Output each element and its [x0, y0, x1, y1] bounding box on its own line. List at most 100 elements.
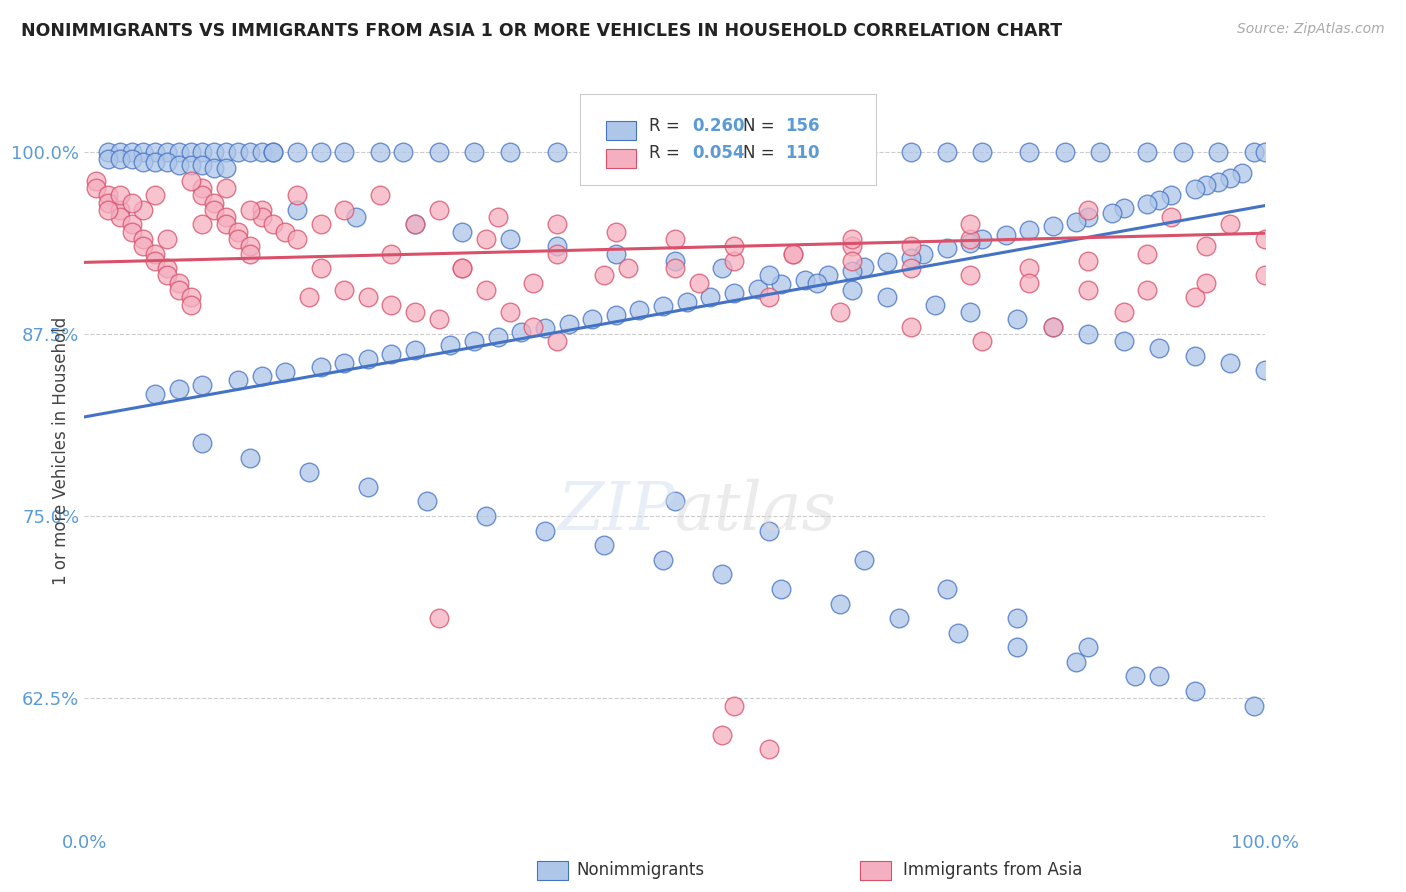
Point [876, 290, 898, 304]
Point [1184, 684, 1206, 698]
Point [841, 239, 863, 253]
Point [1184, 349, 1206, 363]
Point [226, 374, 249, 388]
Y-axis label: 1 or more Vehicles in Household: 1 or more Vehicles in Household [52, 317, 70, 584]
Point [1077, 210, 1099, 224]
Point [1136, 246, 1159, 260]
Point [143, 154, 166, 169]
Point [546, 145, 568, 159]
Point [108, 188, 131, 202]
Point [782, 246, 804, 260]
Point [344, 210, 367, 224]
Point [357, 351, 380, 366]
Point [1147, 193, 1170, 207]
Point [1136, 197, 1159, 211]
Point [143, 253, 166, 268]
Point [202, 161, 225, 175]
Point [1066, 655, 1088, 669]
Point [215, 181, 238, 195]
Text: N =: N = [744, 145, 780, 162]
Point [167, 276, 190, 290]
Point [546, 239, 568, 253]
Point [711, 728, 734, 742]
Point [191, 218, 214, 232]
Point [191, 377, 214, 392]
Point [652, 553, 675, 567]
Point [498, 232, 520, 246]
Point [333, 356, 356, 370]
Point [167, 158, 190, 172]
Point [1042, 319, 1064, 334]
Point [830, 597, 852, 611]
Point [121, 218, 143, 232]
Point [250, 202, 273, 217]
Text: 110: 110 [785, 145, 820, 162]
Point [1077, 326, 1099, 341]
FancyBboxPatch shape [606, 121, 636, 140]
Point [1018, 261, 1040, 276]
Point [427, 145, 450, 159]
Point [167, 382, 190, 396]
Point [226, 232, 249, 246]
Point [357, 290, 380, 304]
FancyBboxPatch shape [606, 149, 636, 168]
Point [156, 268, 179, 283]
Point [239, 246, 262, 260]
Point [298, 290, 321, 304]
Point [475, 283, 498, 297]
Point [593, 268, 616, 283]
Point [250, 210, 273, 224]
Point [605, 225, 627, 239]
Point [1101, 206, 1123, 220]
Point [108, 145, 131, 159]
Point [180, 174, 202, 188]
Point [900, 239, 922, 253]
Point [1219, 218, 1241, 232]
FancyBboxPatch shape [581, 95, 876, 186]
Point [143, 145, 166, 159]
Point [758, 290, 780, 304]
Point [1195, 276, 1218, 290]
Point [911, 246, 934, 260]
Point [841, 232, 863, 246]
Point [262, 145, 284, 159]
Point [1254, 268, 1277, 283]
Point [451, 225, 474, 239]
Point [959, 218, 981, 232]
Point [841, 253, 863, 268]
Point [1243, 698, 1265, 713]
Point [180, 298, 202, 312]
Point [1053, 145, 1076, 159]
Point [534, 321, 557, 335]
Point [628, 303, 651, 318]
Point [924, 298, 946, 312]
Point [202, 145, 225, 159]
Point [451, 261, 474, 276]
Point [959, 232, 981, 246]
Point [475, 232, 498, 246]
Point [392, 145, 415, 159]
Point [167, 283, 190, 297]
Point [841, 283, 863, 297]
Point [546, 246, 568, 260]
Point [298, 466, 321, 480]
Point [616, 261, 638, 276]
Text: ZIP: ZIP [557, 478, 675, 544]
Point [143, 386, 166, 401]
Point [132, 145, 155, 159]
Point [1160, 188, 1182, 202]
Point [699, 290, 721, 304]
Point [285, 188, 308, 202]
Point [202, 195, 225, 210]
Point [498, 305, 520, 319]
Point [108, 152, 131, 166]
Point [404, 218, 426, 232]
Point [215, 218, 238, 232]
Point [770, 277, 793, 292]
Point [226, 225, 249, 239]
Point [285, 232, 308, 246]
Text: N =: N = [744, 117, 780, 135]
Point [132, 154, 155, 169]
Point [1077, 640, 1099, 655]
Point [1007, 640, 1029, 655]
